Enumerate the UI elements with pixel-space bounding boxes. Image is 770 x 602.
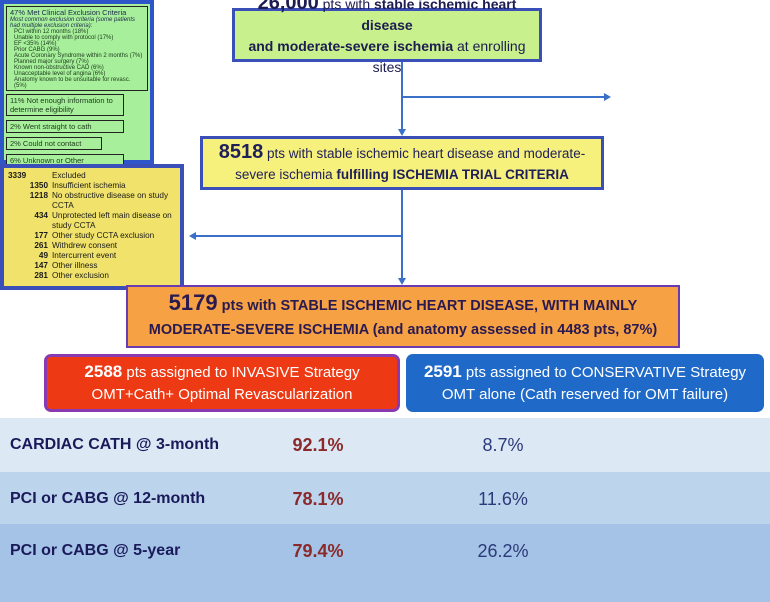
arrow-head-icon — [398, 129, 406, 136]
connector-line — [402, 96, 608, 98]
excluded-reason: Unprotected left main disease on study C… — [52, 211, 172, 230]
eligible-text: pts with stable ischemic heart disease a… — [263, 145, 586, 161]
excluded-row: 1350 Insufficient ischemia — [8, 181, 176, 191]
conservative-text: OMT alone (Cath reserved for OMT failure… — [441, 385, 729, 403]
screened-text: pts with — [318, 0, 374, 12]
excluded-reason: Other illness — [52, 261, 98, 270]
excluded-row: 3339 Excluded — [8, 171, 176, 181]
invasive-text: pts assigned to INVASIVE Strategy — [122, 363, 360, 381]
screened-count: 26,000 — [257, 0, 319, 14]
excluded-count: 3339 — [8, 171, 27, 180]
excluded-table: 3339 Excluded 1350 Insufficient ischemia 121… — [8, 171, 176, 281]
randomized-text: pts with STABLE ISCHEMIC HEART DISEASE, … — [217, 298, 638, 314]
exclusion-item: PCI within 12 months (18%) — [14, 29, 89, 35]
exclusion-subtitle: Most common exclusion criteria (some pat… — [10, 17, 136, 29]
excluded-reason: Intercurrent event — [52, 251, 117, 260]
excluded-count: 281 — [34, 271, 48, 280]
invasive-box: 2588 pts assigned to INVASIVE Strategy O… — [44, 354, 400, 412]
invasive-value: 78.1% — [292, 489, 344, 509]
arrow-head-icon — [398, 278, 406, 285]
exclusion-other: 2% Could not contact — [6, 137, 102, 150]
conservative-box: 2591 pts assigned to CONSERVATIVE Strate… — [406, 354, 764, 412]
excluded-row: 177 Other study CCTA exclusion — [8, 231, 176, 241]
eligible-count: 8518 — [218, 140, 264, 163]
excluded-row: 434 Unprotected left main disease on stud… — [8, 211, 176, 231]
randomized-text: MODERATE-SEVERE ISCHEMIA (and anatomy as… — [148, 322, 658, 338]
connector-line — [194, 235, 402, 237]
connector-line — [401, 190, 403, 280]
outcome-label: PCI or CABG @ 12-month — [10, 490, 206, 507]
randomized-count: 5179 — [168, 290, 218, 315]
exclusion-item: Known non-obstructive CAD (6%) — [14, 65, 104, 71]
outcome-row: PCI or CABG @ 12-month 78.1% 11.6% — [0, 472, 770, 524]
outcome-label: CARDIAC CATH @ 3-month — [10, 436, 220, 453]
screened-box: 26,000 pts with stable ischemic heart di… — [232, 0, 542, 75]
exclusion-item: Planned major surgery (7%) — [14, 59, 89, 65]
excluded-reason: Other study CCTA exclusion — [52, 231, 155, 240]
exclusion-item: Unacceptable level of angina (6%) — [14, 71, 106, 77]
eligible-text: severe ischemia — [235, 166, 337, 182]
outcome-row: CARDIAC CATH @ 3-month 92.1% 8.7% — [0, 418, 770, 472]
randomized-box: 5179 pts with STABLE ISCHEMIC HEART DISE… — [126, 285, 680, 348]
excluded-reason: Other exclusion — [52, 271, 109, 280]
excluded-count: 1218 — [29, 191, 48, 200]
conservative-value: 8.7% — [482, 435, 524, 455]
outcome-label: PCI or CABG @ 5-year — [10, 542, 181, 559]
excluded-count: 49 — [38, 251, 48, 260]
invasive-value: 92.1% — [292, 435, 344, 455]
eligible-box: 8518 pts with stable ischemic heart dise… — [200, 136, 604, 190]
screened-text-bold: and moderate-severe ischemia — [248, 37, 454, 54]
screened-text: at enrolling sites — [372, 37, 526, 75]
exclusion-item: Anatomy known to be unsuitable for revas… — [14, 77, 131, 89]
exclusion-item: Acute Coronary Syndrome within 2 months … — [14, 53, 143, 59]
excluded-count: 147 — [34, 261, 48, 270]
excluded-reason: No obstructive disease on study CCTA — [52, 191, 169, 210]
excluded-row: 147 Other illness — [8, 261, 176, 271]
exclusion-item: Unable to comply with protocol (17%) — [14, 35, 114, 41]
excluded-reason: Excluded — [52, 171, 86, 180]
clinical-exclusion-box: 47% Met Clinical Exclusion Criteria Most… — [0, 0, 154, 167]
arrow-head-icon — [189, 232, 196, 240]
excluded-reason: Insufficient ischemia — [52, 181, 126, 190]
excluded-reason: Withdrew consent — [52, 241, 118, 250]
outcome-row: PCI or CABG @ 5-year 79.4% 26.2% — [0, 524, 770, 602]
excluded-row: 49 Intercurrent event — [8, 251, 176, 261]
screened-text-bold: stable ischemic heart disease — [361, 0, 517, 33]
exclusion-other: 11% Not enough information to determine … — [6, 94, 124, 116]
exclusion-item: Prior CABG (9%) — [14, 47, 60, 53]
invasive-count: 2588 — [84, 361, 123, 381]
excluded-count: 434 — [34, 211, 48, 220]
excluded-count: 177 — [34, 231, 48, 240]
invasive-value: 79.4% — [292, 541, 344, 561]
exclusion-item: EF <35% (14%) — [14, 41, 57, 47]
excluded-count: 261 — [34, 241, 48, 250]
invasive-text: OMT+Cath+ Optimal Revascularization — [91, 385, 353, 403]
excluded-row: 1218 No obstructive disease on study CCTA — [8, 191, 176, 211]
excluded-row: 281 Other exclusion — [8, 271, 176, 281]
excluded-row: 261 Withdrew consent — [8, 241, 176, 251]
exclusion-other: 2% Went straight to cath — [6, 120, 124, 133]
conservative-count: 2591 — [423, 361, 462, 381]
excluded-count: 1350 — [29, 181, 48, 190]
exclusion-list: PCI within 12 months (18%) Unable to comp… — [10, 29, 144, 89]
conservative-value: 26.2% — [477, 541, 529, 561]
arrow-head-icon — [604, 93, 611, 101]
excluded-box: 3339 Excluded 1350 Insufficient ischemia 121… — [0, 164, 184, 290]
exclusion-title: 47% Met Clinical Exclusion Criteria — [10, 8, 127, 17]
conservative-text: pts assigned to CONSERVATIVE Strategy — [461, 363, 747, 381]
conservative-value: 11.6% — [478, 489, 528, 509]
eligible-text-bold: fulfilling ISCHEMIA TRIAL CRITERIA — [336, 166, 569, 182]
